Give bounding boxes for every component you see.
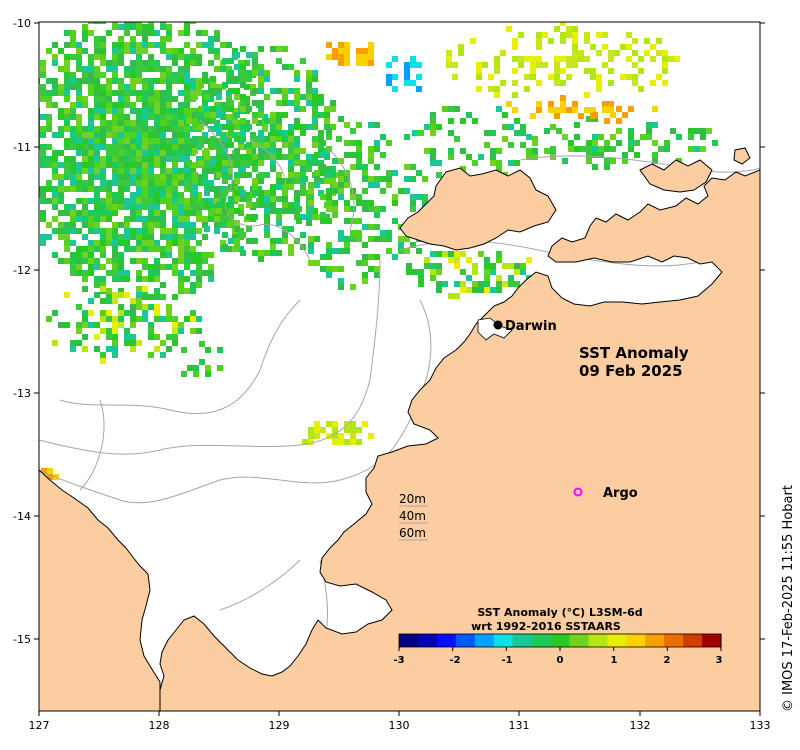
map-date: 09 Feb 2025 [579,362,683,380]
colorbar-swatch [436,634,457,647]
colorbar-swatch [512,634,533,647]
colorbar-tick-minus3: -3 [393,655,404,666]
colorbar-subtitle: wrt 1992-2016 SSTAARS [471,620,621,633]
colorbar-ticks [398,647,722,651]
y-tick-minus11: -11 [13,141,31,154]
x-tick-127: 127 [29,719,50,732]
colorbar-tick-0: 0 [557,655,564,666]
sst-anomaly-field [39,22,718,480]
colorbar-swatch [664,634,684,647]
y-tick-labels: -10 -11 -12 -13 -14 -15 [13,17,31,646]
y-tick-minus10: -10 [13,17,31,30]
y-tick-minus14: -14 [13,510,31,523]
x-tick-131: 131 [509,719,530,732]
colorbar-title: SST Anomaly (°C) L3SM-6d [477,606,642,619]
x-tick-133: 133 [750,719,771,732]
cobourg-peninsula [639,159,713,193]
depth-legend-20m: 20m [399,492,426,506]
colorbar-tick-minus1: -1 [501,655,512,666]
depth-legend: 20m 40m 60m [399,492,428,541]
colorbar-swatch [474,634,495,647]
darwin-marker-icon [493,320,503,330]
colorbar-tick-labels: -3 -2 -1 0 1 2 3 [393,655,722,666]
colorbar-swatches [399,634,722,647]
colorbar-tick-minus2: -2 [449,655,460,666]
colorbar-tick-3: 3 [716,655,723,666]
colorbar-swatch [569,634,590,647]
darwin-harbour [477,317,513,341]
x-tick-129: 129 [269,719,290,732]
x-tick-132: 132 [630,719,651,732]
colorbar-swatch [702,634,722,647]
contour-60m [59,299,301,491]
x-tick-labels: 127 128 129 130 131 132 133 [29,719,771,732]
colorbar-swatch [399,634,419,647]
tiwi-islands [399,167,557,251]
colorbar-swatch [645,634,665,647]
colorbar-swatch [493,634,514,647]
y-axis [34,22,765,640]
x-tick-130: 130 [389,719,410,732]
x-axis [38,711,761,716]
depth-legend-40m: 40m [399,509,426,523]
land [39,147,760,711]
small-island [733,147,751,165]
colorbar-swatch [417,634,438,647]
x-tick-128: 128 [149,719,170,732]
y-tick-minus12: -12 [13,264,31,277]
colorbar-tick-2: 2 [664,655,671,666]
colorbar-tick-1: 1 [611,655,618,666]
colorbar-swatch [531,634,552,647]
argo-marker-icon [573,487,583,497]
depth-legend-60m: 60m [399,526,426,540]
colorbar-swatch [626,634,646,647]
colorbar-swatch [550,634,571,647]
arnhem-land-northern-territory [159,169,760,711]
y-tick-minus13: -13 [13,387,31,400]
darwin-label: Darwin [505,319,557,334]
west-coast-kimberley [39,469,161,711]
y-tick-minus15: -15 [13,633,31,646]
contour-40m [39,259,381,611]
argo-label: Argo [603,486,638,501]
colorbar-swatch [455,634,476,647]
colorbar: SST Anomaly (°C) L3SM-6d wrt 1992-2016 S… [393,606,722,666]
harbour-inlet [477,317,513,341]
credit-text: © IMOS 17-Feb-2025 11:55 Hobart [781,485,796,712]
map-title: SST Anomaly [579,344,689,362]
contour-shelf [199,119,355,261]
colorbar-swatch [607,634,627,647]
colorbar-swatch [588,634,608,647]
colorbar-swatch [683,634,703,647]
